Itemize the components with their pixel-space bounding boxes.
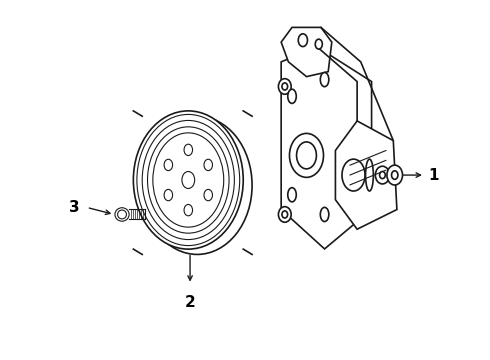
Ellipse shape (182, 171, 195, 189)
Ellipse shape (184, 204, 193, 216)
Ellipse shape (387, 165, 402, 185)
Ellipse shape (133, 111, 243, 249)
Ellipse shape (282, 83, 288, 90)
Ellipse shape (288, 89, 296, 103)
Polygon shape (336, 121, 397, 229)
Ellipse shape (115, 208, 129, 221)
Ellipse shape (288, 188, 296, 202)
Ellipse shape (366, 159, 373, 191)
Ellipse shape (184, 144, 193, 156)
Ellipse shape (375, 166, 390, 184)
Ellipse shape (142, 116, 252, 255)
Ellipse shape (278, 79, 291, 94)
Ellipse shape (164, 189, 172, 201)
Ellipse shape (282, 211, 288, 218)
Ellipse shape (380, 171, 385, 179)
Ellipse shape (204, 159, 213, 171)
Ellipse shape (290, 134, 323, 177)
Ellipse shape (392, 171, 398, 179)
Text: 1: 1 (428, 167, 439, 183)
Ellipse shape (342, 159, 365, 191)
Ellipse shape (315, 39, 322, 49)
Ellipse shape (298, 34, 308, 46)
Ellipse shape (118, 210, 126, 219)
Ellipse shape (320, 207, 329, 221)
Ellipse shape (164, 159, 172, 171)
Ellipse shape (296, 142, 317, 169)
Text: 3: 3 (69, 200, 79, 215)
Ellipse shape (204, 189, 213, 201)
Ellipse shape (278, 207, 291, 222)
Text: 2: 2 (185, 295, 196, 310)
Ellipse shape (320, 72, 329, 87)
Polygon shape (281, 47, 371, 249)
Polygon shape (281, 27, 332, 77)
